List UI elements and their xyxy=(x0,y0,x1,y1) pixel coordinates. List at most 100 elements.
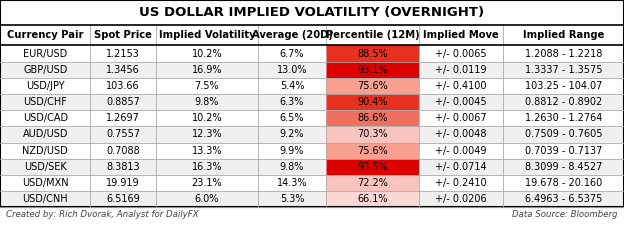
Text: NZD/USD: NZD/USD xyxy=(22,146,68,156)
Text: USD/JPY: USD/JPY xyxy=(26,81,64,91)
Text: 1.2153: 1.2153 xyxy=(106,48,140,58)
Text: +/- 0.0049: +/- 0.0049 xyxy=(435,146,487,156)
Text: 1.3456: 1.3456 xyxy=(106,65,140,75)
Text: +/- 0.0714: +/- 0.0714 xyxy=(435,162,487,172)
Bar xyxy=(0,25,624,45)
Bar xyxy=(0,110,624,126)
Bar xyxy=(0,159,624,175)
Text: +/- 0.0067: +/- 0.0067 xyxy=(435,113,487,123)
Bar xyxy=(0,143,624,159)
Text: 9.2%: 9.2% xyxy=(280,130,305,140)
Text: 6.5169: 6.5169 xyxy=(106,194,140,204)
Text: GBP/USD: GBP/USD xyxy=(23,65,67,75)
Text: 75.6%: 75.6% xyxy=(357,81,388,91)
Text: 93.5%: 93.5% xyxy=(357,162,388,172)
Text: Implied Move: Implied Move xyxy=(423,30,499,40)
Bar xyxy=(326,143,419,159)
Bar xyxy=(326,62,419,78)
Bar xyxy=(0,0,624,207)
Text: 12.3%: 12.3% xyxy=(192,130,222,140)
Text: 10.2%: 10.2% xyxy=(192,113,222,123)
Text: +/- 0.0065: +/- 0.0065 xyxy=(435,48,487,58)
Text: Data Source: Bloomberg: Data Source: Bloomberg xyxy=(512,210,618,219)
Text: 8.3813: 8.3813 xyxy=(107,162,140,172)
Text: 75.6%: 75.6% xyxy=(357,146,388,156)
Text: 6.5%: 6.5% xyxy=(280,113,305,123)
Text: 7.5%: 7.5% xyxy=(195,81,219,91)
Text: +/- 0.4100: +/- 0.4100 xyxy=(435,81,487,91)
Text: 14.3%: 14.3% xyxy=(277,178,307,188)
Text: +/- 0.0119: +/- 0.0119 xyxy=(435,65,487,75)
Text: 9.8%: 9.8% xyxy=(280,162,305,172)
Bar xyxy=(326,126,419,143)
Text: 1.2697: 1.2697 xyxy=(106,113,140,123)
Text: +/- 0.0206: +/- 0.0206 xyxy=(435,194,487,204)
Text: Currency Pair: Currency Pair xyxy=(7,30,84,40)
Bar xyxy=(326,110,419,126)
Bar xyxy=(0,78,624,94)
Text: 72.2%: 72.2% xyxy=(357,178,388,188)
Bar xyxy=(326,159,419,175)
Text: Created by: Rich Dvorak, Analyst for DailyFX: Created by: Rich Dvorak, Analyst for Dai… xyxy=(6,210,199,219)
Bar xyxy=(326,175,419,191)
Text: Implied Volatility: Implied Volatility xyxy=(158,30,255,40)
Bar xyxy=(0,175,624,191)
Text: Percentile (12M): Percentile (12M) xyxy=(326,30,419,40)
Text: US DOLLAR IMPLIED VOLATILITY (OVERNIGHT): US DOLLAR IMPLIED VOLATILITY (OVERNIGHT) xyxy=(139,6,485,19)
Bar xyxy=(0,45,624,62)
Text: 0.8812 - 0.8902: 0.8812 - 0.8902 xyxy=(525,97,602,107)
Text: Average (20D): Average (20D) xyxy=(251,30,333,40)
Text: +/- 0.0045: +/- 0.0045 xyxy=(435,97,487,107)
Text: Implied Range: Implied Range xyxy=(523,30,604,40)
Bar xyxy=(0,126,624,143)
Text: USD/SEK: USD/SEK xyxy=(24,162,67,172)
Text: AUD/USD: AUD/USD xyxy=(22,130,68,140)
Bar xyxy=(326,191,419,207)
Text: 13.0%: 13.0% xyxy=(277,65,307,75)
Text: 6.4963 - 6.5375: 6.4963 - 6.5375 xyxy=(525,194,602,204)
Text: 103.66: 103.66 xyxy=(107,81,140,91)
Bar xyxy=(326,45,419,62)
Text: 1.2088 - 1.2218: 1.2088 - 1.2218 xyxy=(525,48,602,58)
Text: 88.5%: 88.5% xyxy=(357,48,388,58)
Text: 90.4%: 90.4% xyxy=(358,97,388,107)
Text: 5.4%: 5.4% xyxy=(280,81,305,91)
Bar xyxy=(0,62,624,78)
Bar xyxy=(0,191,624,207)
Bar xyxy=(326,78,419,94)
Text: 16.3%: 16.3% xyxy=(192,162,222,172)
Text: USD/MXN: USD/MXN xyxy=(22,178,69,188)
Text: 0.7039 - 0.7137: 0.7039 - 0.7137 xyxy=(525,146,602,156)
Bar xyxy=(326,94,419,110)
Text: 6.0%: 6.0% xyxy=(195,194,219,204)
Text: 23.1%: 23.1% xyxy=(192,178,222,188)
Text: 9.8%: 9.8% xyxy=(195,97,219,107)
Text: 0.8857: 0.8857 xyxy=(106,97,140,107)
Text: 66.1%: 66.1% xyxy=(358,194,388,204)
Text: +/- 0.2410: +/- 0.2410 xyxy=(435,178,487,188)
Text: USD/CNH: USD/CNH xyxy=(22,194,68,204)
Bar xyxy=(0,0,624,25)
Text: 16.9%: 16.9% xyxy=(192,65,222,75)
Text: USD/CAD: USD/CAD xyxy=(22,113,68,123)
Text: 9.9%: 9.9% xyxy=(280,146,305,156)
Text: 19.678 - 20.160: 19.678 - 20.160 xyxy=(525,178,602,188)
Text: 103.25 - 104.07: 103.25 - 104.07 xyxy=(525,81,602,91)
Bar xyxy=(0,94,624,110)
Text: 0.7088: 0.7088 xyxy=(106,146,140,156)
Text: 70.3%: 70.3% xyxy=(357,130,388,140)
Text: 93.1%: 93.1% xyxy=(358,65,388,75)
Text: 13.3%: 13.3% xyxy=(192,146,222,156)
Text: 0.7509 - 0.7605: 0.7509 - 0.7605 xyxy=(525,130,602,140)
Text: EUR/USD: EUR/USD xyxy=(23,48,67,58)
Text: 6.7%: 6.7% xyxy=(280,48,305,58)
Text: 10.2%: 10.2% xyxy=(192,48,222,58)
Text: 86.6%: 86.6% xyxy=(358,113,388,123)
Text: +/- 0.0048: +/- 0.0048 xyxy=(435,130,487,140)
Text: 1.2630 - 1.2764: 1.2630 - 1.2764 xyxy=(525,113,602,123)
Text: 1.3337 - 1.3575: 1.3337 - 1.3575 xyxy=(525,65,602,75)
Text: Spot Price: Spot Price xyxy=(94,30,152,40)
Text: 6.3%: 6.3% xyxy=(280,97,305,107)
Text: 8.3099 - 8.4527: 8.3099 - 8.4527 xyxy=(525,162,602,172)
Text: 0.7557: 0.7557 xyxy=(106,130,140,140)
